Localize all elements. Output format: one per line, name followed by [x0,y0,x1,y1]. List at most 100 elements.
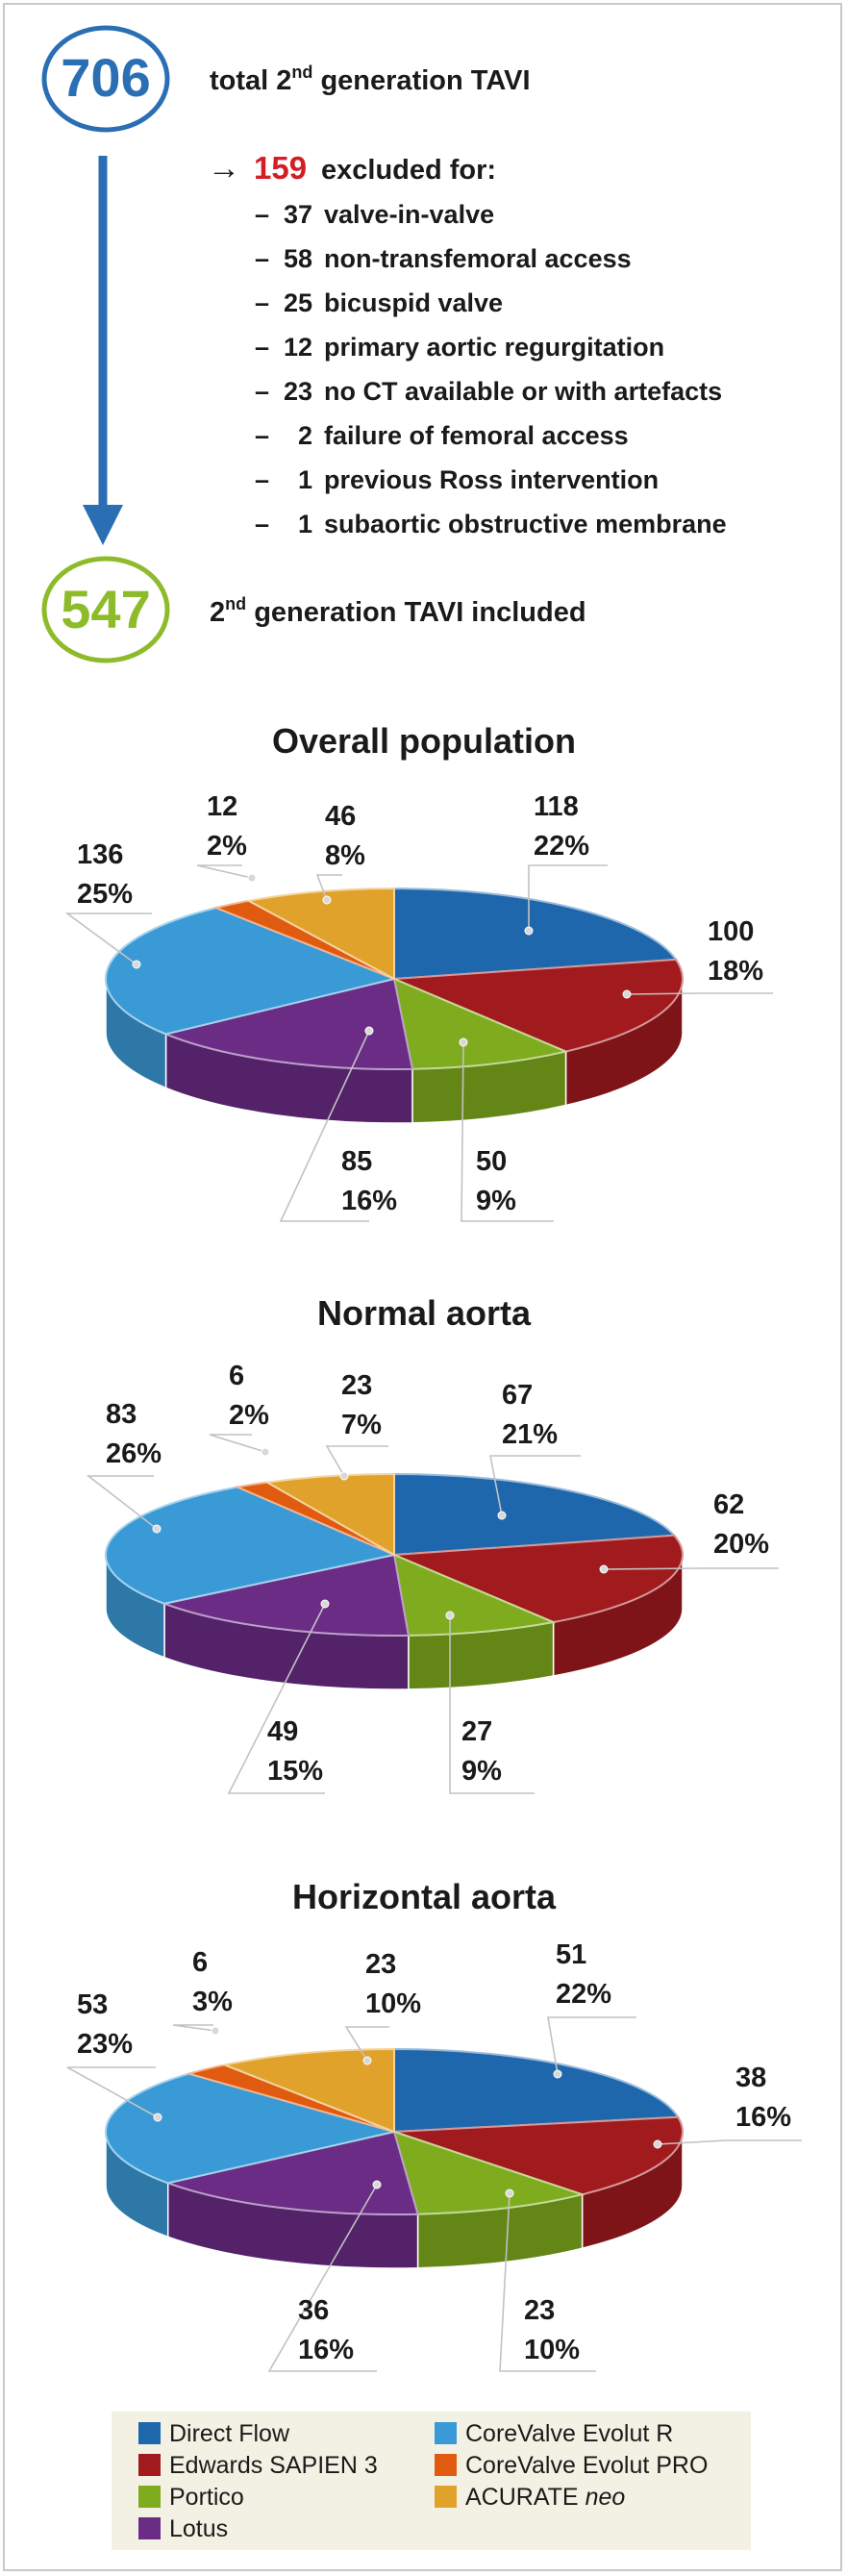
pie-slice [393,1472,677,1557]
legend-item: Edwards SAPIEN 3 [138,2452,378,2479]
pie-tops [105,2047,684,2215]
slice-percent-label: 2% [207,831,247,862]
label-leader-line [626,992,773,995]
exclusion-reason: failure of femoral access [324,421,629,450]
label-leader-line [489,1455,581,1516]
slice-percent-label: 2% [229,1400,269,1431]
slice-percent-label: 10% [365,1988,421,2019]
pie-slice [104,907,398,1036]
slice-percent-label: 16% [298,2335,354,2365]
exclusion-row: –1 previous Ross intervention [255,465,659,494]
label-leader-line [279,1030,370,1222]
exclusion-count: 1 [298,465,312,494]
label-anchor-dot [445,1611,455,1620]
included-circle [41,556,170,663]
included-label: 2nd generation TAVI included [210,594,586,628]
label-anchor-dot [599,1564,609,1574]
slice-percent-label: 8% [325,840,365,871]
label-leader-line [196,864,253,879]
label-leader-line [86,1475,158,1530]
label-anchor-dot [362,2056,372,2065]
label-anchor-dot [653,2139,662,2149]
exclusion-dash: – [255,244,269,273]
legend-swatch [138,2454,161,2476]
label-leader-line [528,864,608,931]
flow-arrow-head [83,505,123,545]
label-anchor-dot [247,873,257,883]
pie-slice [161,1553,411,1638]
slice-percent-label: 16% [735,2102,791,2133]
label-anchor-dot [372,2180,382,2189]
slice-percent-label: 15% [267,1756,323,1787]
pie-chart-overall: Overall population11822%10018%509%8516%1… [64,721,773,1222]
pie-slice [221,2047,395,2134]
legend-label: Lotus [169,2515,228,2542]
slice-value-label: 100 [708,916,754,947]
exclusion-row: –25 bicuspid valve [255,288,503,317]
legend-label: CoreValve Evolut R [465,2420,673,2447]
exclusion-count: 25 [284,288,312,317]
exclusion-row: –2 failure of femoral access [255,421,629,450]
legend-item: Portico [138,2484,244,2511]
exclusion-row: –12 primary aortic regurgitation [255,333,664,362]
exclusion-row: –23 no CT available or with artefacts [255,377,722,406]
total-circle [41,25,170,133]
slice-percent-label: 10% [524,2335,580,2365]
exclusion-count: 23 [284,377,312,406]
slice-value-label: 85 [341,1146,372,1177]
exclusion-row: –58 non-transfemoral access [255,244,632,273]
exclusion-dash: – [255,333,269,362]
chart-title: Normal aorta [317,1293,532,1333]
slice-value-label: 136 [77,839,123,870]
exclusion-count: 37 [284,200,312,229]
pie-slice [263,1472,395,1557]
pie-sides [105,978,684,1124]
label-leader-line [547,2016,636,2075]
exclusion-dash: – [255,421,269,450]
legend-item: ACURATE neo [435,2484,625,2511]
legend: Direct Flow Edwards SAPIEN 3 Portico Lotus C… [112,2412,751,2550]
exclusion-reason: non-transfemoral access [324,244,632,273]
pie-labels: 67 21% 62 20% 27 9% 49 15% 83 26% 6 2% 23 7% [86,1361,779,1794]
slice-percent-label: 16% [341,1186,397,1216]
legend-item: CoreValve Evolut PRO [435,2452,708,2479]
label-leader-line [603,1567,779,1570]
exclusion-count: 1 [298,510,312,538]
slice-percent-label: 22% [534,831,589,862]
slice-value-label: 27 [461,1716,492,1747]
label-anchor-dot [622,989,632,999]
legend-swatch [138,2486,161,2508]
slice-value-label: 23 [524,2295,555,2326]
pie-chart-horizontal-aorta: Horizontal aorta 51 22% 38 16% 23 10% 36 16% 53 23… [66,1877,802,2372]
slice-percent-label: 7% [341,1410,382,1440]
slice-value-label: 23 [341,1370,372,1401]
exclusion-reason: no CT available or with artefacts [324,377,722,406]
pie-slice [392,2130,586,2215]
slice-percent-label: 25% [77,879,133,910]
slice-value-label: 118 [534,791,579,822]
slice-percent-label: 18% [708,956,763,987]
slice-value-label: 49 [267,1716,298,1747]
exclusion-dash: – [255,288,269,317]
label-leader-line [325,1445,388,1477]
label-leader-line [64,913,152,965]
excluded-arrow-glyph: → [208,150,240,187]
slice-value-label: 62 [713,1489,744,1520]
legend-swatch [435,2454,457,2476]
legend-item: CoreValve Evolut R [435,2420,673,2447]
legend-label: Portico [169,2484,244,2511]
legend-item: Direct Flow [138,2420,290,2447]
pie-slice [105,1486,398,1605]
slice-percent-label: 22% [556,1979,611,2010]
pie-slice [392,1553,558,1637]
label-anchor-dot [524,926,534,936]
exclusion-list: –37 valve-in-valve– 58 non-transfemoral acc… [255,200,727,538]
exclusion-reason: valve-in-valve [324,200,494,229]
pie-slice [245,887,395,981]
exclusion-dash: – [255,200,269,229]
legend-swatch [138,2517,161,2539]
label-leader-line [461,1041,554,1222]
slice-value-label: 53 [77,1989,108,2020]
label-anchor-dot [153,2113,162,2122]
